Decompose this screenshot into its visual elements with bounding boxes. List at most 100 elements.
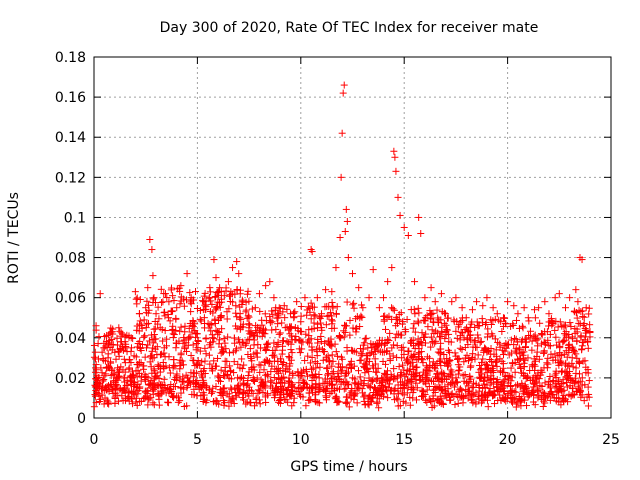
data-point (159, 298, 167, 306)
data-point (433, 306, 441, 314)
data-point (136, 344, 144, 352)
y-tick-label: 0.12 (55, 170, 86, 186)
data-point (161, 327, 169, 335)
data-point (372, 390, 380, 398)
data-point (300, 366, 308, 374)
data-point (499, 384, 507, 392)
data-point (152, 299, 160, 307)
data-point (165, 353, 173, 361)
data-point (502, 344, 510, 352)
data-point (183, 384, 191, 392)
data-point (185, 333, 193, 341)
data-point (262, 398, 270, 406)
data-point (384, 335, 392, 343)
data-point (270, 294, 278, 302)
data-point (480, 376, 488, 384)
data-point (286, 391, 294, 399)
data-point (206, 288, 214, 296)
data-point (556, 349, 564, 357)
data-point (468, 355, 476, 363)
data-point (407, 337, 415, 345)
data-point (489, 304, 497, 312)
data-point (303, 384, 311, 392)
data-point (485, 389, 493, 397)
data-point (390, 147, 398, 155)
data-point (341, 321, 349, 329)
data-point (226, 362, 234, 370)
data-point (272, 325, 280, 333)
data-point (168, 326, 176, 334)
data-point (242, 339, 250, 347)
data-point (200, 391, 208, 399)
data-point (484, 403, 492, 411)
data-point (91, 368, 99, 376)
data-point (424, 323, 432, 331)
data-point (566, 319, 574, 327)
data-point (310, 319, 318, 327)
data-point (570, 379, 578, 387)
data-point (494, 397, 502, 405)
data-point (133, 322, 141, 330)
data-point (586, 321, 594, 329)
data-point (410, 320, 418, 328)
data-point (199, 376, 207, 384)
data-point (520, 363, 528, 371)
data-point (537, 391, 545, 399)
data-point (578, 381, 586, 389)
data-point (109, 389, 117, 397)
data-point (433, 370, 441, 378)
data-point (337, 173, 345, 181)
data-point (573, 325, 581, 333)
data-point (364, 395, 372, 403)
data-point (164, 314, 172, 322)
data-point (489, 369, 497, 377)
data-point (460, 393, 468, 401)
data-point (253, 353, 261, 361)
data-point (582, 304, 590, 312)
data-point (443, 389, 451, 397)
data-point (170, 297, 178, 305)
data-point (111, 370, 119, 378)
data-point (350, 395, 358, 403)
data-point (266, 278, 274, 286)
data-point (412, 379, 420, 387)
data-point (177, 351, 185, 359)
data-point (467, 362, 475, 370)
data-point (146, 358, 154, 366)
data-point (245, 324, 253, 332)
data-point (579, 307, 587, 315)
data-point (216, 284, 224, 292)
data-point (579, 338, 587, 346)
data-point (341, 328, 349, 336)
data-point (201, 344, 209, 352)
data-point (374, 375, 382, 383)
data-point (176, 397, 184, 405)
data-point (499, 314, 507, 322)
data-point (557, 385, 565, 393)
data-point (507, 364, 515, 372)
data-point (214, 354, 222, 362)
data-point (311, 396, 319, 404)
data-point (283, 305, 291, 313)
data-point (267, 368, 275, 376)
data-point (474, 351, 482, 359)
data-point (355, 284, 363, 292)
data-point (452, 294, 460, 302)
data-point (132, 394, 140, 402)
data-point (385, 312, 393, 320)
data-point (530, 333, 538, 341)
data-point (332, 348, 340, 356)
data-point (201, 319, 209, 327)
data-point (213, 397, 221, 405)
data-point (218, 325, 226, 333)
data-point (141, 332, 149, 340)
data-point (168, 308, 176, 316)
data-point (124, 381, 132, 389)
data-point (467, 375, 475, 383)
data-point (291, 308, 299, 316)
data-point (257, 344, 265, 352)
data-point (416, 372, 424, 380)
data-point (410, 372, 418, 380)
data-point (576, 377, 584, 385)
data-point (117, 363, 125, 371)
